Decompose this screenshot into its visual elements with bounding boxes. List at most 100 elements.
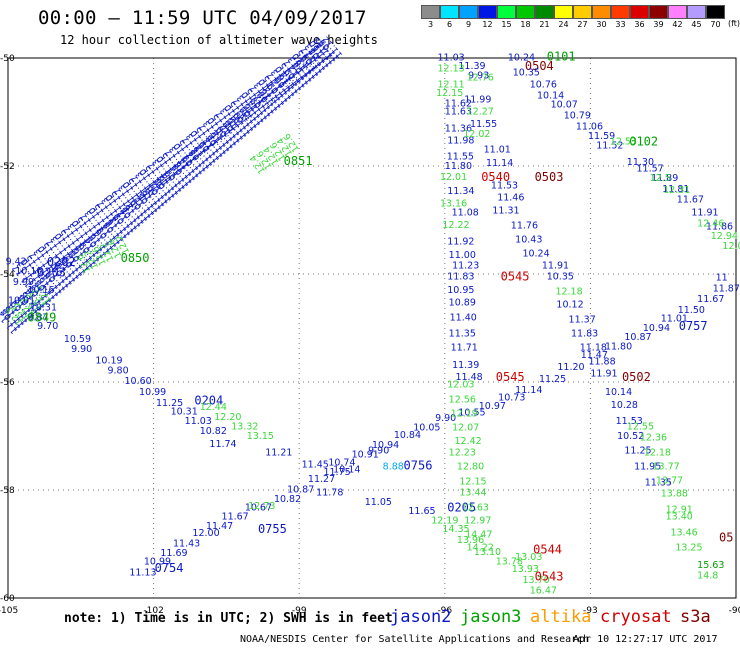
wave-height-value: 12.23 bbox=[449, 447, 476, 458]
legend-cryosat: cryosat bbox=[600, 607, 672, 627]
pass-time-label: 0851 bbox=[284, 154, 313, 168]
wave-height-value: 10.12 bbox=[556, 299, 583, 310]
colorbar-swatch bbox=[459, 5, 478, 19]
wave-height-value: 10.01 bbox=[8, 296, 35, 307]
wave-height-value: 10.97 bbox=[479, 401, 506, 412]
colorbar-swatch bbox=[497, 5, 516, 19]
colorbar-bin: 30 bbox=[592, 5, 611, 31]
wave-height-value: 11.20 bbox=[557, 362, 584, 373]
wave-height-value: 13.70 bbox=[522, 575, 549, 586]
wave-height-value: 12.55 bbox=[627, 422, 654, 433]
wave-height-value: 11.27 bbox=[308, 474, 335, 485]
wave-height-value: 13.77 bbox=[656, 476, 683, 487]
pass-time-label: 0540 bbox=[481, 170, 510, 184]
wave-height-value: 10.28 bbox=[611, 400, 638, 411]
wave-height-value: 11.23 bbox=[452, 261, 479, 272]
wave-height-value: 10.35 bbox=[513, 67, 540, 78]
wave-height-value: 11.25 bbox=[624, 445, 651, 456]
wave-height-value: 11.05 bbox=[365, 497, 392, 508]
colorbar-swatch bbox=[478, 5, 497, 19]
wave-height-value: 11.39 bbox=[452, 360, 479, 371]
wave-height-value: 12.01 bbox=[440, 172, 467, 183]
wave-height-value: 12.22 bbox=[442, 220, 469, 231]
wave-height-value: 11.69 bbox=[160, 548, 187, 559]
wave-height-value: 10.14 bbox=[333, 465, 360, 476]
lat-tick-label: -50 bbox=[0, 54, 15, 64]
pass-time-label: 0849 bbox=[27, 311, 56, 325]
wave-height-value: 11.87 bbox=[713, 283, 740, 294]
wave-height-value: 14.35 bbox=[442, 524, 469, 535]
wave-height-value: 10.52 bbox=[617, 431, 644, 442]
pass-time-label: 0203 bbox=[37, 266, 66, 280]
wave-height-value: 11.53 bbox=[491, 181, 518, 192]
wave-height-value: 10.67 bbox=[245, 503, 272, 514]
colorbar-bin: 18 bbox=[516, 5, 535, 31]
wave-height-value: 11.36 bbox=[445, 123, 472, 134]
colorbar-bin: 39 bbox=[649, 5, 668, 31]
pass-time-label: 0850 bbox=[121, 251, 150, 265]
pass-time-label: 0543 bbox=[535, 570, 564, 584]
wave-height-value: 11.39 bbox=[458, 61, 485, 72]
wave-height-value: 12.31 bbox=[663, 185, 690, 196]
wave-height-colorbar: 3 6 9 12 15 18 21 24 27 30 33 36 39 42 45 70 bbox=[421, 5, 725, 31]
wave-height-value: 12.19 bbox=[451, 409, 478, 420]
pass-time-label: 0204 bbox=[194, 394, 223, 408]
wave-height-value: 11.14 bbox=[486, 158, 513, 169]
wave-height-value: 10.05 bbox=[413, 423, 440, 434]
colorbar-swatch bbox=[668, 5, 687, 19]
wave-height-value: 11.83 bbox=[571, 329, 598, 340]
wave-height-value: 12.53 bbox=[610, 136, 637, 147]
credit-line: NOAA/NESDIS Center for Satellite Applica… bbox=[240, 634, 590, 645]
wave-height-value: 13.40 bbox=[666, 512, 693, 523]
colorbar-label: 12 bbox=[482, 20, 493, 29]
colorbar-label: 24 bbox=[558, 20, 569, 29]
wave-height-value: 11.21 bbox=[265, 447, 292, 458]
colorbar-bin: 33 bbox=[611, 5, 630, 31]
wave-height-value: 13.10 bbox=[474, 547, 501, 558]
wave-height-value: 10.95 bbox=[447, 285, 474, 296]
wave-height-value: 11.75 bbox=[323, 467, 350, 478]
legend-altika: altika bbox=[530, 607, 592, 627]
wave-height-value: 10.74 bbox=[328, 458, 355, 469]
colorbar-bin: 42 bbox=[668, 5, 687, 31]
wave-height-value: 11.63 bbox=[445, 107, 472, 118]
colorbar-swatch bbox=[535, 5, 554, 19]
wave-height-value: 12.94 bbox=[711, 231, 738, 242]
pass-time-label: 0754 bbox=[155, 561, 184, 575]
wave-height-value: 12.76 bbox=[467, 73, 494, 84]
wave-height-value: 11.78 bbox=[316, 487, 343, 498]
wave-height-value: 11.35 bbox=[449, 329, 476, 340]
wave-height-value: 12.15 bbox=[459, 477, 486, 488]
colorbar-label: 33 bbox=[615, 20, 626, 29]
wave-height-value: 12.80 bbox=[457, 461, 484, 472]
wave-height-value: 12.19 bbox=[431, 515, 458, 526]
generated-timestamp: Apr 10 12:27:17 UTC 2017 bbox=[573, 634, 718, 645]
wave-height-value: 11.67 bbox=[677, 195, 704, 206]
wave-height-value: 11.83 bbox=[447, 271, 474, 282]
pass-time-label: 0755 bbox=[258, 522, 287, 536]
wave-height-value: 11.91 bbox=[542, 261, 569, 272]
lat-tick-label: -54 bbox=[0, 270, 15, 280]
lon-tick-label: -96 bbox=[437, 606, 452, 616]
wave-height-value: 10.31 bbox=[171, 406, 198, 417]
colorbar-bin: 24 bbox=[554, 5, 573, 31]
wave-height-value: 12.27 bbox=[467, 107, 494, 118]
wave-height-value: 13.46 bbox=[670, 527, 697, 538]
colorbar-swatch bbox=[573, 5, 592, 19]
wave-height-value: 11.80 bbox=[445, 161, 472, 172]
wave-height-value: 12.18 bbox=[644, 447, 671, 458]
wave-height-value: 13.88 bbox=[661, 488, 688, 499]
colorbar-swatch bbox=[611, 5, 630, 19]
wave-height-value: 9.87 bbox=[27, 312, 48, 323]
colorbar-bin: 21 bbox=[535, 5, 554, 31]
wave-height-value: 11.47 bbox=[581, 350, 608, 361]
wave-height-value: 11.25 bbox=[539, 374, 566, 385]
colorbar-bin: 15 bbox=[497, 5, 516, 31]
wave-height-value: 12.5 bbox=[650, 173, 671, 184]
wave-height-value: 11.89 bbox=[651, 173, 678, 184]
wave-height-value: 12.56 bbox=[449, 395, 476, 406]
wave-height-value: 11.67 bbox=[222, 512, 249, 523]
wave-height-value: 13.44 bbox=[459, 487, 486, 498]
wave-height-value: 12.18 bbox=[555, 287, 582, 298]
colorbar-label: 15 bbox=[501, 20, 512, 29]
